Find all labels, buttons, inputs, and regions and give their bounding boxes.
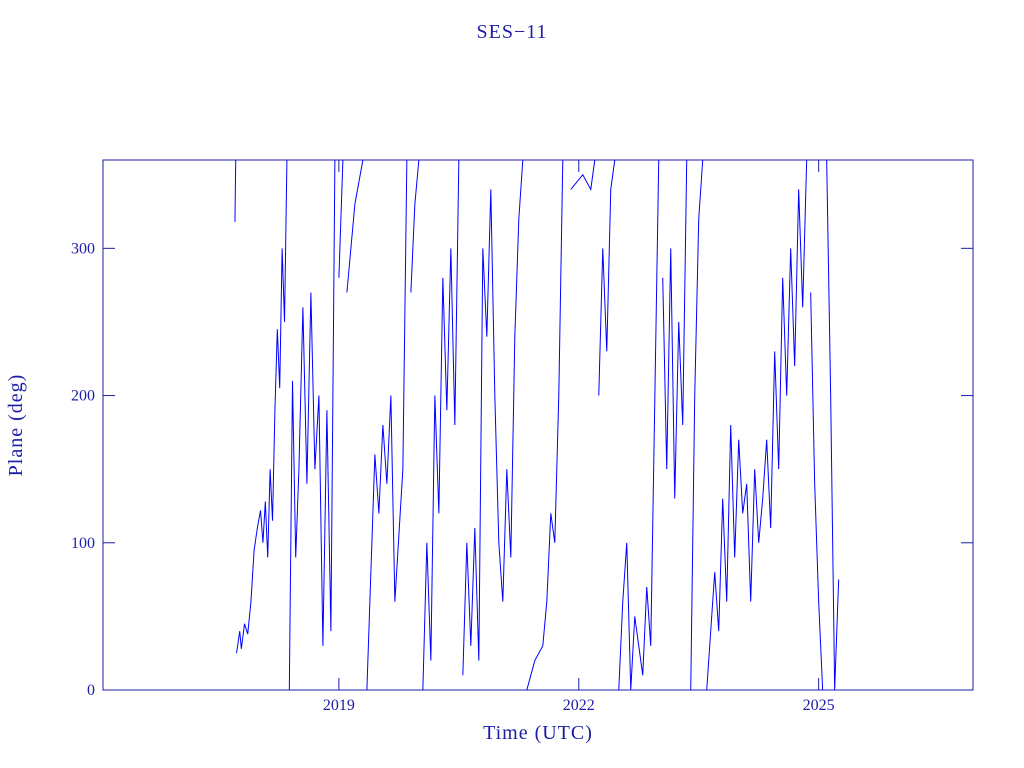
- chart-title: SES−11: [477, 21, 548, 43]
- x-tick-label: 2022: [563, 697, 595, 714]
- y-tick-label: 300: [71, 240, 95, 257]
- y-axis-label: Plane (deg): [5, 374, 27, 477]
- y-tick-label: 200: [71, 388, 95, 405]
- data-line: [234, 159, 840, 691]
- plot-frame: [102, 159, 974, 691]
- x-tick-label: 2019: [323, 697, 355, 714]
- y-tick-label: 0: [87, 682, 95, 699]
- y-tick-label: 100: [71, 535, 95, 552]
- x-axis-label: Time (UTC): [483, 722, 593, 744]
- x-tick-label: 2025: [803, 697, 835, 714]
